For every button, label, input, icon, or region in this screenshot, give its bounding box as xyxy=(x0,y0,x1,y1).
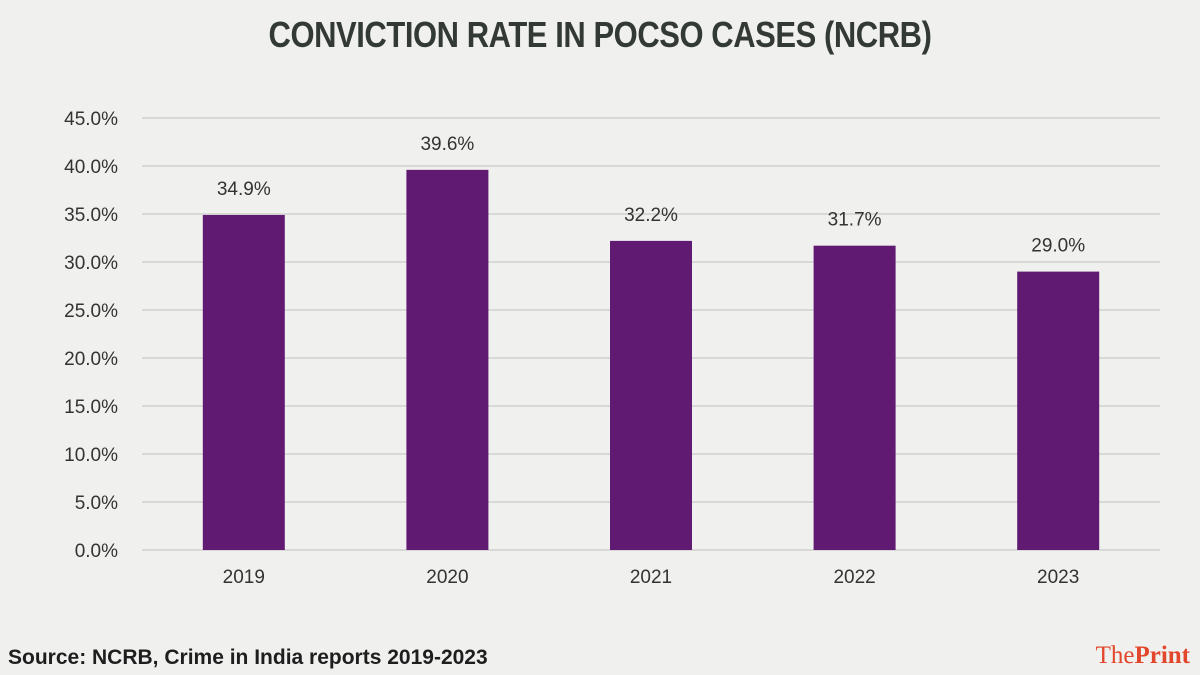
value-label: 31.7% xyxy=(828,210,882,231)
y-tick-label: 0.0% xyxy=(75,541,118,562)
value-label: 34.9% xyxy=(217,179,271,200)
x-tick-label: 2021 xyxy=(630,567,672,588)
value-label: 32.2% xyxy=(624,205,678,226)
bar xyxy=(406,169,489,550)
value-labels: 34.9% 39.6% 32.2% 31.7% 29.0% xyxy=(217,134,1085,257)
bar xyxy=(610,240,692,550)
y-tick-label: 5.0% xyxy=(75,493,118,514)
value-label: 29.0% xyxy=(1031,236,1085,257)
x-axis-ticks: 2019 2020 2021 2022 2023 xyxy=(223,567,1080,588)
brand-logo-part2: Print xyxy=(1134,642,1190,669)
chart-title: CONVICTION RATE IN POCSO CASES (NCRB) xyxy=(268,14,932,55)
y-tick-label: 45.0% xyxy=(64,109,118,130)
source-note: Source: NCRB, Crime in India reports 201… xyxy=(8,646,488,669)
x-tick-label: 2022 xyxy=(833,567,875,588)
brand-logo-part1: The xyxy=(1095,642,1135,669)
y-tick-label: 25.0% xyxy=(64,301,118,322)
bars xyxy=(202,169,1100,550)
value-label: 39.6% xyxy=(420,134,474,155)
y-tick-label: 35.0% xyxy=(64,205,118,226)
bar xyxy=(813,245,896,550)
x-tick-label: 2023 xyxy=(1037,567,1079,588)
bar xyxy=(202,214,285,550)
y-tick-label: 40.0% xyxy=(64,157,118,178)
x-tick-label: 2020 xyxy=(426,567,468,588)
y-tick-label: 20.0% xyxy=(64,349,118,370)
y-tick-label: 30.0% xyxy=(64,253,118,274)
y-tick-label: 10.0% xyxy=(64,445,118,466)
y-tick-label: 15.0% xyxy=(64,397,118,418)
y-axis-ticks: 0.0% 5.0% 10.0% 15.0% 20.0% 25.0% 30.0% 35.0% 40… xyxy=(64,109,118,562)
brand-logo: ThePrint xyxy=(1096,642,1190,670)
bar xyxy=(1017,271,1100,550)
x-tick-label: 2019 xyxy=(223,567,265,588)
